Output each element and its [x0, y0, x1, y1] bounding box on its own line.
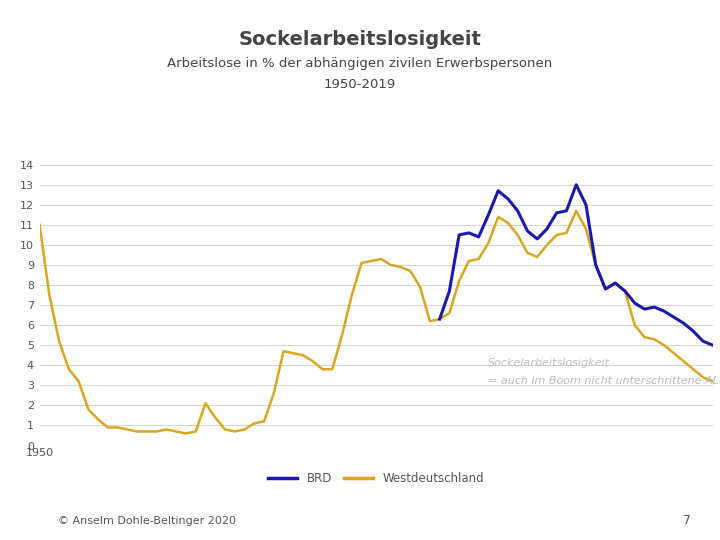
Text: 1950-2019: 1950-2019: [324, 78, 396, 91]
Text: Sockelarbeitslosigkeit: Sockelarbeitslosigkeit: [488, 358, 611, 368]
Text: 7: 7: [683, 514, 691, 526]
Text: Sockelarbeitslosigkeit: Sockelarbeitslosigkeit: [238, 30, 482, 49]
Text: © Anselm Dohle-Beltinger 2020: © Anselm Dohle-Beltinger 2020: [58, 516, 235, 526]
Text: = auch im Boom nicht unterschrittene AL: = auch im Boom nicht unterschrittene AL: [488, 376, 719, 386]
Text: Arbeitslose in % der abhängigen zivilen Erwerbspersonen: Arbeitslose in % der abhängigen zivilen …: [167, 57, 553, 70]
Legend: BRD, Westdeutschland: BRD, Westdeutschland: [263, 468, 490, 490]
